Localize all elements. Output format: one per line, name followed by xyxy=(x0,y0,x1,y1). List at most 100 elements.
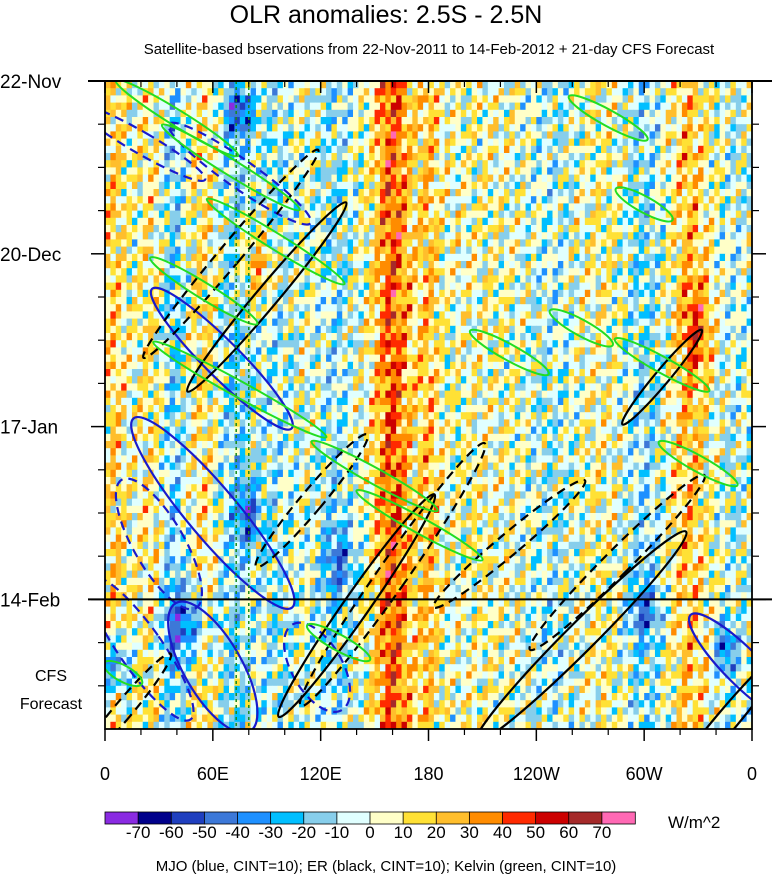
heat-cell xyxy=(584,232,591,240)
heat-cell xyxy=(601,232,607,240)
heat-cell xyxy=(261,138,268,147)
heat-cell xyxy=(428,196,435,204)
heat-cell xyxy=(142,174,149,183)
heat-cell xyxy=(681,261,688,269)
heat-cell xyxy=(746,333,752,341)
heat-cell xyxy=(315,289,322,298)
heat-cell xyxy=(574,232,580,240)
heat-cell xyxy=(746,282,752,291)
heat-cell xyxy=(622,333,629,341)
heat-cell xyxy=(406,145,413,154)
heat-cell xyxy=(126,196,133,204)
heat-cell xyxy=(282,181,289,190)
heat-cell xyxy=(191,167,198,175)
heat-cell xyxy=(191,325,198,334)
heat-cell xyxy=(525,232,532,240)
heat-cell xyxy=(509,217,516,226)
heat-cell xyxy=(525,203,532,211)
heat-cell xyxy=(660,117,667,125)
heat-cell xyxy=(245,376,251,384)
heat-cell xyxy=(304,196,311,204)
heat-cell xyxy=(234,102,241,111)
heat-cell xyxy=(369,261,375,269)
heat-cell xyxy=(698,268,704,276)
heat-cell xyxy=(714,109,721,118)
heat-cell xyxy=(390,153,397,161)
heat-cell xyxy=(477,232,483,240)
heat-cell xyxy=(121,189,127,197)
heat-cell xyxy=(450,131,456,139)
heat-cell xyxy=(687,189,694,197)
heat-cell xyxy=(223,225,230,233)
heat-cell xyxy=(374,347,381,355)
heat-cell xyxy=(223,253,230,262)
heat-cell xyxy=(460,95,467,103)
heat-cell xyxy=(229,304,235,312)
heat-cell xyxy=(336,318,343,327)
heat-cell xyxy=(347,174,354,183)
heat-cell xyxy=(315,311,322,319)
heat-cell xyxy=(536,340,543,348)
heat-cell xyxy=(692,124,699,132)
heat-cell xyxy=(574,131,580,139)
heat-cell xyxy=(185,109,192,118)
heat-cell xyxy=(229,167,235,175)
heat-cell xyxy=(396,297,402,305)
heat-cell xyxy=(282,333,289,341)
heat-cell xyxy=(401,333,408,341)
heat-cell xyxy=(304,102,311,111)
heat-cell xyxy=(417,102,424,111)
heat-cell xyxy=(568,210,575,219)
heat-cell xyxy=(563,304,570,312)
heat-cell xyxy=(568,124,575,132)
heat-cell xyxy=(110,167,117,175)
heat-cell xyxy=(196,203,203,211)
heat-cell xyxy=(261,145,268,154)
heat-cell xyxy=(482,88,489,96)
heat-cell xyxy=(299,203,305,211)
heat-cell xyxy=(331,109,338,118)
heat-cell xyxy=(671,102,677,111)
heat-cell xyxy=(638,361,645,370)
heat-cell xyxy=(218,174,225,183)
heat-cell xyxy=(379,174,386,183)
heat-cell xyxy=(239,318,246,327)
heat-cell xyxy=(342,275,349,283)
heat-cell xyxy=(725,81,731,89)
heat-cell xyxy=(471,196,478,204)
heat-cell xyxy=(379,138,386,147)
heat-cell xyxy=(482,347,489,355)
heat-cell xyxy=(315,131,322,139)
heat-cell xyxy=(660,333,667,341)
heat-cell xyxy=(725,138,731,147)
heat-cell xyxy=(309,289,316,298)
heat-cell xyxy=(315,232,322,240)
heat-cell xyxy=(574,117,580,125)
heat-cell xyxy=(735,174,742,183)
heat-cell xyxy=(627,196,634,204)
heat-cell xyxy=(439,354,446,363)
heat-cell xyxy=(606,217,613,226)
heat-cell xyxy=(552,246,559,255)
heat-cell xyxy=(320,325,327,334)
heat-cell xyxy=(336,95,343,103)
heat-cell xyxy=(412,109,419,118)
heat-cell xyxy=(455,369,462,377)
heat-cell xyxy=(714,253,721,262)
heat-cell xyxy=(433,261,440,269)
heat-cell xyxy=(698,117,704,125)
heat-cell xyxy=(234,325,241,334)
heat-cell xyxy=(444,340,451,348)
heat-cell xyxy=(676,196,683,204)
heat-cell xyxy=(493,102,499,111)
heat-cell xyxy=(455,347,462,355)
heat-cell xyxy=(374,167,381,175)
heat-cell xyxy=(627,109,634,118)
heat-cell xyxy=(110,268,117,276)
heat-cell xyxy=(396,145,402,154)
heat-cell xyxy=(725,225,731,233)
heat-cell xyxy=(229,361,235,370)
heat-cell xyxy=(331,304,338,312)
heat-cell xyxy=(466,167,473,175)
heat-cell xyxy=(412,282,419,291)
